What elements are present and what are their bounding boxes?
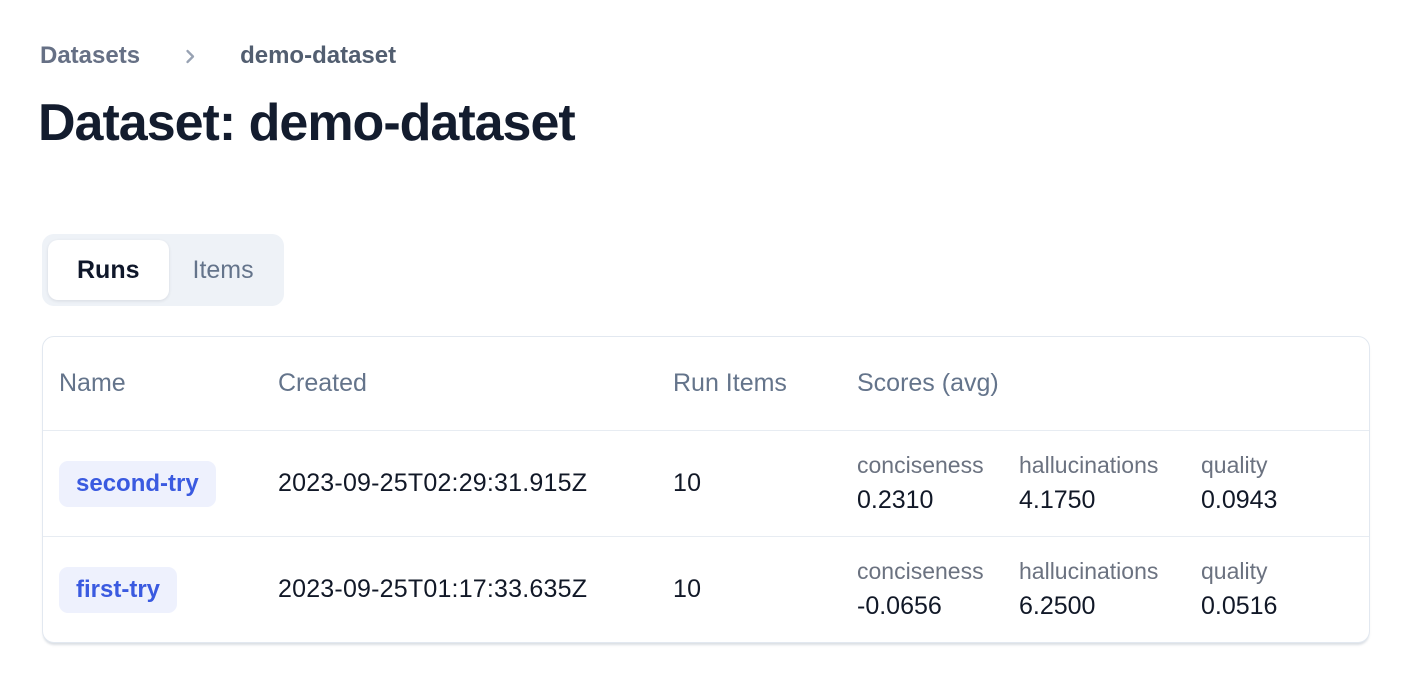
run-items-cell: 10 xyxy=(673,469,702,497)
score-conciseness: conciseness 0.2310 xyxy=(857,452,1019,515)
score-value: 0.2310 xyxy=(857,485,934,514)
score-quality: quality 0.0516 xyxy=(1201,558,1369,621)
score-value: 4.1750 xyxy=(1019,485,1096,514)
score-label: hallucinations xyxy=(1019,558,1159,585)
tab-items[interactable]: Items xyxy=(169,240,278,300)
run-items-cell: 10 xyxy=(673,575,702,603)
created-cell: 2023-09-25T02:29:31.915Z xyxy=(278,469,588,497)
score-value: -0.0656 xyxy=(857,591,942,620)
score-label: conciseness xyxy=(857,452,984,479)
score-conciseness: conciseness -0.0656 xyxy=(857,558,1019,621)
column-header-scores-avg: Scores (avg) xyxy=(857,369,999,397)
column-header-created: Created xyxy=(278,369,367,397)
score-label: quality xyxy=(1201,452,1268,479)
page-title: Dataset: demo-dataset xyxy=(38,94,576,152)
scores-cell: conciseness 0.2310 hallucinations 4.1750… xyxy=(857,452,1369,515)
score-value: 6.2500 xyxy=(1019,591,1096,620)
column-header-run-items: Run Items xyxy=(673,369,787,397)
breadcrumb: Datasets demo-dataset xyxy=(40,42,396,70)
run-link-first-try[interactable]: first-try xyxy=(59,566,178,613)
score-value: 0.0943 xyxy=(1201,485,1278,514)
name-cell: first-try xyxy=(59,566,278,613)
breadcrumb-datasets[interactable]: Datasets xyxy=(40,42,141,69)
table-row: second-try 2023-09-25T02:29:31.915Z 10 c… xyxy=(43,430,1369,536)
table-header-row: Name Created Run Items Scores (avg) xyxy=(43,337,1369,430)
score-hallucinations: hallucinations 4.1750 xyxy=(1019,452,1201,515)
created-cell: 2023-09-25T01:17:33.635Z xyxy=(278,575,588,603)
score-quality: quality 0.0943 xyxy=(1201,452,1369,515)
score-label: conciseness xyxy=(857,558,984,585)
run-link-second-try[interactable]: second-try xyxy=(59,460,216,507)
score-value: 0.0516 xyxy=(1201,591,1278,620)
breadcrumb-demo-dataset: demo-dataset xyxy=(240,42,397,69)
table-row: first-try 2023-09-25T01:17:33.635Z 10 co… xyxy=(43,536,1369,642)
score-hallucinations: hallucinations 6.2500 xyxy=(1019,558,1201,621)
chevron-right-icon xyxy=(182,48,198,65)
score-label: quality xyxy=(1201,558,1268,585)
column-header-name: Name xyxy=(59,369,126,397)
tab-runs[interactable]: Runs xyxy=(48,240,169,300)
runs-table-card: Name Created Run Items Scores (avg) seco… xyxy=(42,336,1370,643)
score-label: hallucinations xyxy=(1019,452,1159,479)
tab-group: Runs Items xyxy=(42,234,284,306)
scores-cell: conciseness -0.0656 hallucinations 6.250… xyxy=(857,558,1369,621)
name-cell: second-try xyxy=(59,460,278,507)
